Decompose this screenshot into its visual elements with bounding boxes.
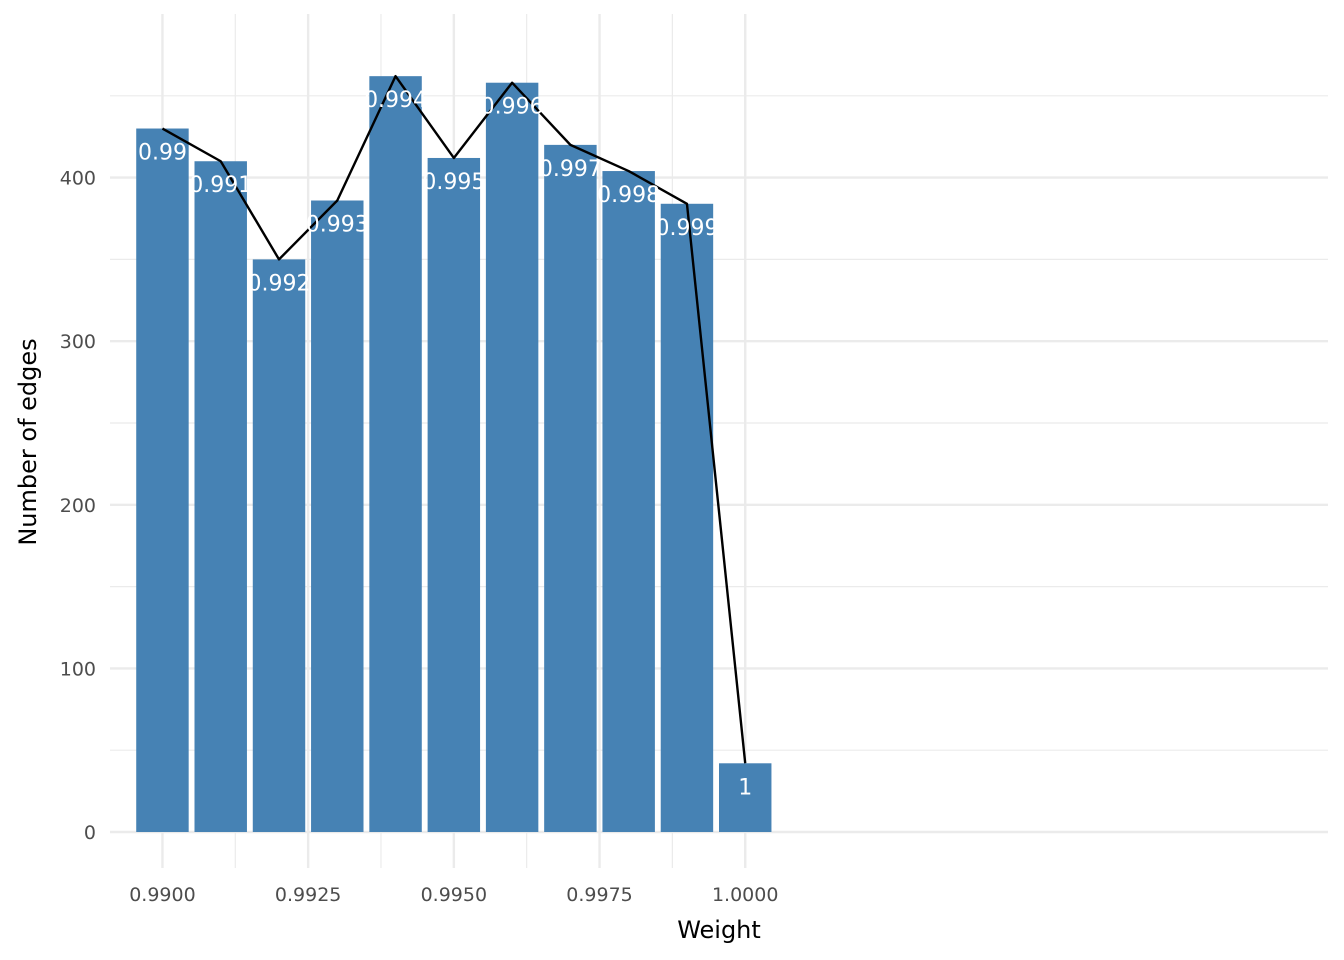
bar [602,171,655,833]
bar [194,161,247,833]
trend-line-path [161,74,747,764]
bar-value-label: 0.998 [597,183,660,208]
y-tick-label: 0 [84,822,96,844]
bar-labels: 0.990.9910.9920.9930.9940.9950.9960.9970… [138,88,752,800]
bar-value-label: 0.993 [306,213,369,238]
bar [252,259,306,833]
bar-value-label: 0.994 [364,88,427,113]
bar [311,200,364,833]
x-tick-label: 1.0000 [712,884,778,906]
y-tick-label: 300 [60,331,96,353]
y-tick-label: 200 [60,495,96,517]
bar [544,144,597,833]
trend-line [161,74,747,764]
y-axis-title: Number of edges [14,338,42,545]
bars [136,76,772,833]
x-tick-label: 0.9900 [129,884,195,906]
y-tick-label: 100 [60,658,96,680]
x-tick-labels: 0.9900 0.9925 0.9950 0.9975 1.0000 [129,884,778,906]
x-tick-label: 0.9950 [421,884,487,906]
bar [136,128,189,833]
bar-value-label: 0.991 [189,173,252,198]
bar [485,82,539,833]
y-tick-labels: 0 100 200 300 400 [60,168,96,844]
bar [719,763,772,833]
y-tick-label: 400 [60,168,96,190]
bar-value-label: 0.999 [655,216,718,241]
bar [660,203,714,833]
bar-value-label: 0.996 [481,95,544,120]
x-tick-label: 0.9925 [275,884,341,906]
bar-value-label: 0.992 [248,271,311,296]
bar [427,157,481,833]
x-axis-title: Weight [677,916,761,944]
bar-value-label: 1 [738,775,752,800]
bar-value-label: 0.99 [138,141,187,166]
x-tick-label: 0.9975 [566,884,632,906]
bar-value-label: 0.997 [539,157,602,182]
bar-value-label: 0.995 [422,170,485,195]
bar [369,76,422,833]
